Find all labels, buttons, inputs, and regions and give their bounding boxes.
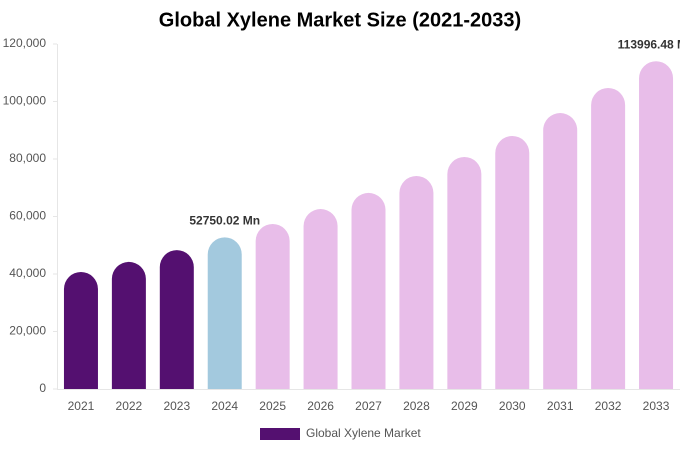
x-tick-label: 2033 bbox=[643, 399, 670, 413]
bar bbox=[255, 223, 290, 389]
y-tick-label: 80,000 bbox=[9, 151, 46, 165]
x-tick-label: 2027 bbox=[355, 399, 382, 413]
bar bbox=[351, 192, 386, 389]
bar bbox=[111, 261, 146, 389]
bar bbox=[303, 209, 338, 389]
x-tick-label: 2030 bbox=[499, 399, 526, 413]
x-tick-label: 2031 bbox=[547, 399, 574, 413]
bar bbox=[543, 113, 578, 390]
x-tick-label: 2026 bbox=[307, 399, 334, 413]
x-tick-label: 2032 bbox=[595, 399, 622, 413]
y-tick-label: 100,000 bbox=[3, 94, 47, 108]
bar bbox=[63, 271, 98, 389]
data-label: 113996.48 Mn bbox=[618, 37, 680, 51]
y-tick-label: 0 bbox=[39, 381, 46, 395]
legend-label: Global Xylene Market bbox=[306, 426, 421, 440]
bar bbox=[639, 61, 674, 390]
x-tick-label: 2022 bbox=[116, 399, 143, 413]
x-tick-label: 2025 bbox=[259, 399, 286, 413]
data-label: 52750.02 Mn bbox=[189, 214, 260, 228]
x-tick-label: 2028 bbox=[403, 399, 430, 413]
y-tick-label: 20,000 bbox=[9, 324, 46, 338]
legend-swatch bbox=[260, 428, 300, 440]
y-tick-label: 40,000 bbox=[9, 266, 46, 280]
bar bbox=[159, 250, 194, 389]
bar bbox=[495, 136, 530, 389]
chart-title: Global Xylene Market Size (2021-2033) bbox=[159, 9, 521, 31]
bar bbox=[591, 87, 626, 390]
y-tick-label: 120,000 bbox=[3, 36, 47, 50]
bar bbox=[447, 156, 482, 389]
x-tick-label: 2021 bbox=[68, 399, 95, 413]
x-tick-label: 2029 bbox=[451, 399, 478, 413]
x-tick-label: 2024 bbox=[211, 399, 238, 413]
y-tick-label: 60,000 bbox=[9, 209, 46, 223]
bar bbox=[399, 175, 434, 389]
x-tick-label: 2023 bbox=[163, 399, 190, 413]
bar bbox=[207, 237, 242, 389]
